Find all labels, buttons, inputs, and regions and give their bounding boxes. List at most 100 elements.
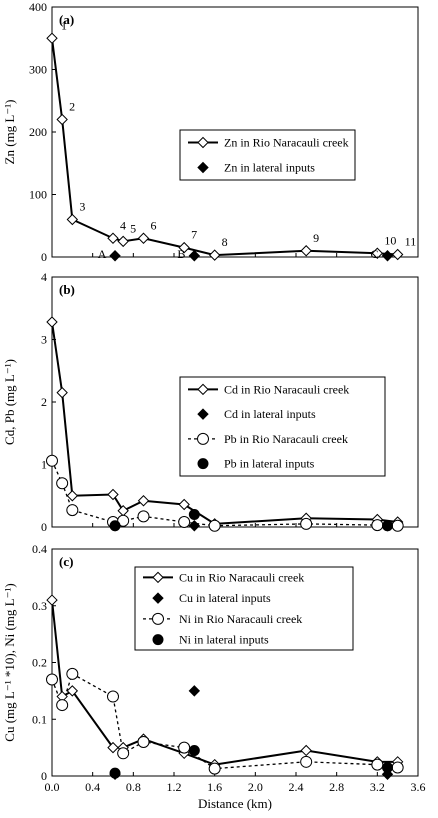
data-point <box>117 514 130 527</box>
legend-label: Ni in Rio Naracauli creek <box>179 612 302 626</box>
point-annotation: 11 <box>405 235 417 249</box>
data-point <box>381 250 394 262</box>
data-point <box>107 741 119 754</box>
data-point <box>300 744 312 757</box>
legend-box <box>179 129 356 181</box>
y-tick-label: 0.4 <box>32 542 47 556</box>
series-line <box>51 672 398 770</box>
point-annotation: 8 <box>222 235 228 249</box>
data-point <box>117 235 129 248</box>
data-point <box>371 247 384 259</box>
point-annotation: 4 <box>120 218 126 232</box>
y-tick-label: 100 <box>29 188 47 202</box>
point-annotation: 10 <box>384 233 396 247</box>
x-tick-label: 0.8 <box>126 780 141 794</box>
legend-label: Cd in lateral inputs <box>224 407 316 421</box>
y-tick-label: 1 <box>41 458 47 472</box>
point-annotation: A <box>98 247 107 261</box>
data-point <box>178 241 190 254</box>
legend-box <box>179 376 386 477</box>
x-tick-label: 3.6 <box>411 780 426 794</box>
data-point <box>56 477 69 490</box>
legend-marker <box>197 136 209 149</box>
data-point <box>109 250 121 262</box>
data-point <box>46 32 58 44</box>
data-point <box>371 519 384 532</box>
legend-marker <box>152 571 164 584</box>
data-point <box>137 735 150 748</box>
y-tick-label: 0.1 <box>32 712 47 726</box>
data-point <box>117 505 129 517</box>
x-tick-label: 1.2 <box>167 780 182 794</box>
data-point <box>178 516 191 528</box>
legend-label: Zn in lateral inputs <box>224 161 315 175</box>
data-point <box>46 454 58 467</box>
point-annotation: 9 <box>313 231 319 245</box>
data-point <box>107 488 119 501</box>
data-point <box>391 519 404 532</box>
data-point <box>109 767 121 779</box>
legend-label: Zn in Rio Naracauli creek <box>224 136 349 150</box>
point-annotation: 5 <box>130 221 136 235</box>
legend-box <box>134 566 354 651</box>
y-tick-label: 200 <box>29 125 47 139</box>
point-annotation: 7 <box>191 228 197 242</box>
data-point <box>188 744 200 756</box>
data-point <box>46 316 58 328</box>
chart-panel-1: 0 100 200 300 400 (a) Zn (mg L⁻¹) 1 2 3 4 5 6 7 8 9 10 11… <box>2 0 419 264</box>
data-point <box>188 685 201 697</box>
data-point <box>188 250 201 262</box>
point-annotation: 1 <box>61 18 67 32</box>
data-point <box>56 386 68 399</box>
y-axis-label: Cu (mg L⁻¹ *10), Ni (mg L⁻¹) <box>2 583 17 741</box>
data-point <box>66 685 79 697</box>
y-tick-label: 4 <box>41 270 47 284</box>
data-point <box>300 517 313 530</box>
x-tick-label: 2.8 <box>329 780 344 794</box>
legend-marker <box>152 634 164 646</box>
data-point <box>56 113 68 126</box>
x-tick-label: 3.2 <box>370 780 385 794</box>
data-point <box>382 520 393 532</box>
x-tick-label: 2.4 <box>289 780 304 794</box>
data-point <box>107 690 119 703</box>
data-point <box>381 768 394 781</box>
x-tick-label: 2.0 <box>248 780 263 794</box>
panel-label: (c) <box>59 554 73 569</box>
y-tick-label: 0 <box>41 250 47 264</box>
legend-label: Cu in Rio Naracauli creek <box>179 570 304 584</box>
y-tick-label: 0 <box>41 769 47 783</box>
data-point <box>46 594 58 606</box>
data-point <box>391 761 404 774</box>
data-point <box>188 509 200 520</box>
legend-marker <box>197 383 209 396</box>
data-point <box>188 520 201 532</box>
legend-label: Ni in lateral inputs <box>179 633 269 647</box>
y-tick-label: 2 <box>41 395 47 409</box>
data-point <box>66 667 79 680</box>
y-tick-label: 0 <box>41 520 47 534</box>
x-tick-label: 0.4 <box>85 780 100 794</box>
y-tick-label: 0.2 <box>32 656 47 670</box>
data-point <box>109 520 121 532</box>
point-annotation: C <box>370 247 378 261</box>
data-point <box>56 699 69 712</box>
x-tick-label: 1.6 <box>207 780 222 794</box>
y-tick-label: 0.3 <box>32 599 47 613</box>
legend-marker <box>152 612 164 625</box>
legend-marker <box>197 161 209 174</box>
data-point <box>66 213 79 226</box>
data-point <box>208 249 221 261</box>
point-annotation: 3 <box>79 200 85 214</box>
y-tick-label: 300 <box>29 63 47 77</box>
data-point <box>137 510 150 523</box>
data-point <box>300 755 313 768</box>
legend-label: Pb in Rio Naracauli creek <box>224 432 348 446</box>
data-point <box>46 673 58 686</box>
x-tick-label: 0.0 <box>45 780 60 794</box>
data-point <box>66 490 79 502</box>
data-point <box>208 519 221 532</box>
data-point <box>208 762 221 775</box>
legend-label: Cd in Rio Naracauli creek <box>224 382 349 396</box>
